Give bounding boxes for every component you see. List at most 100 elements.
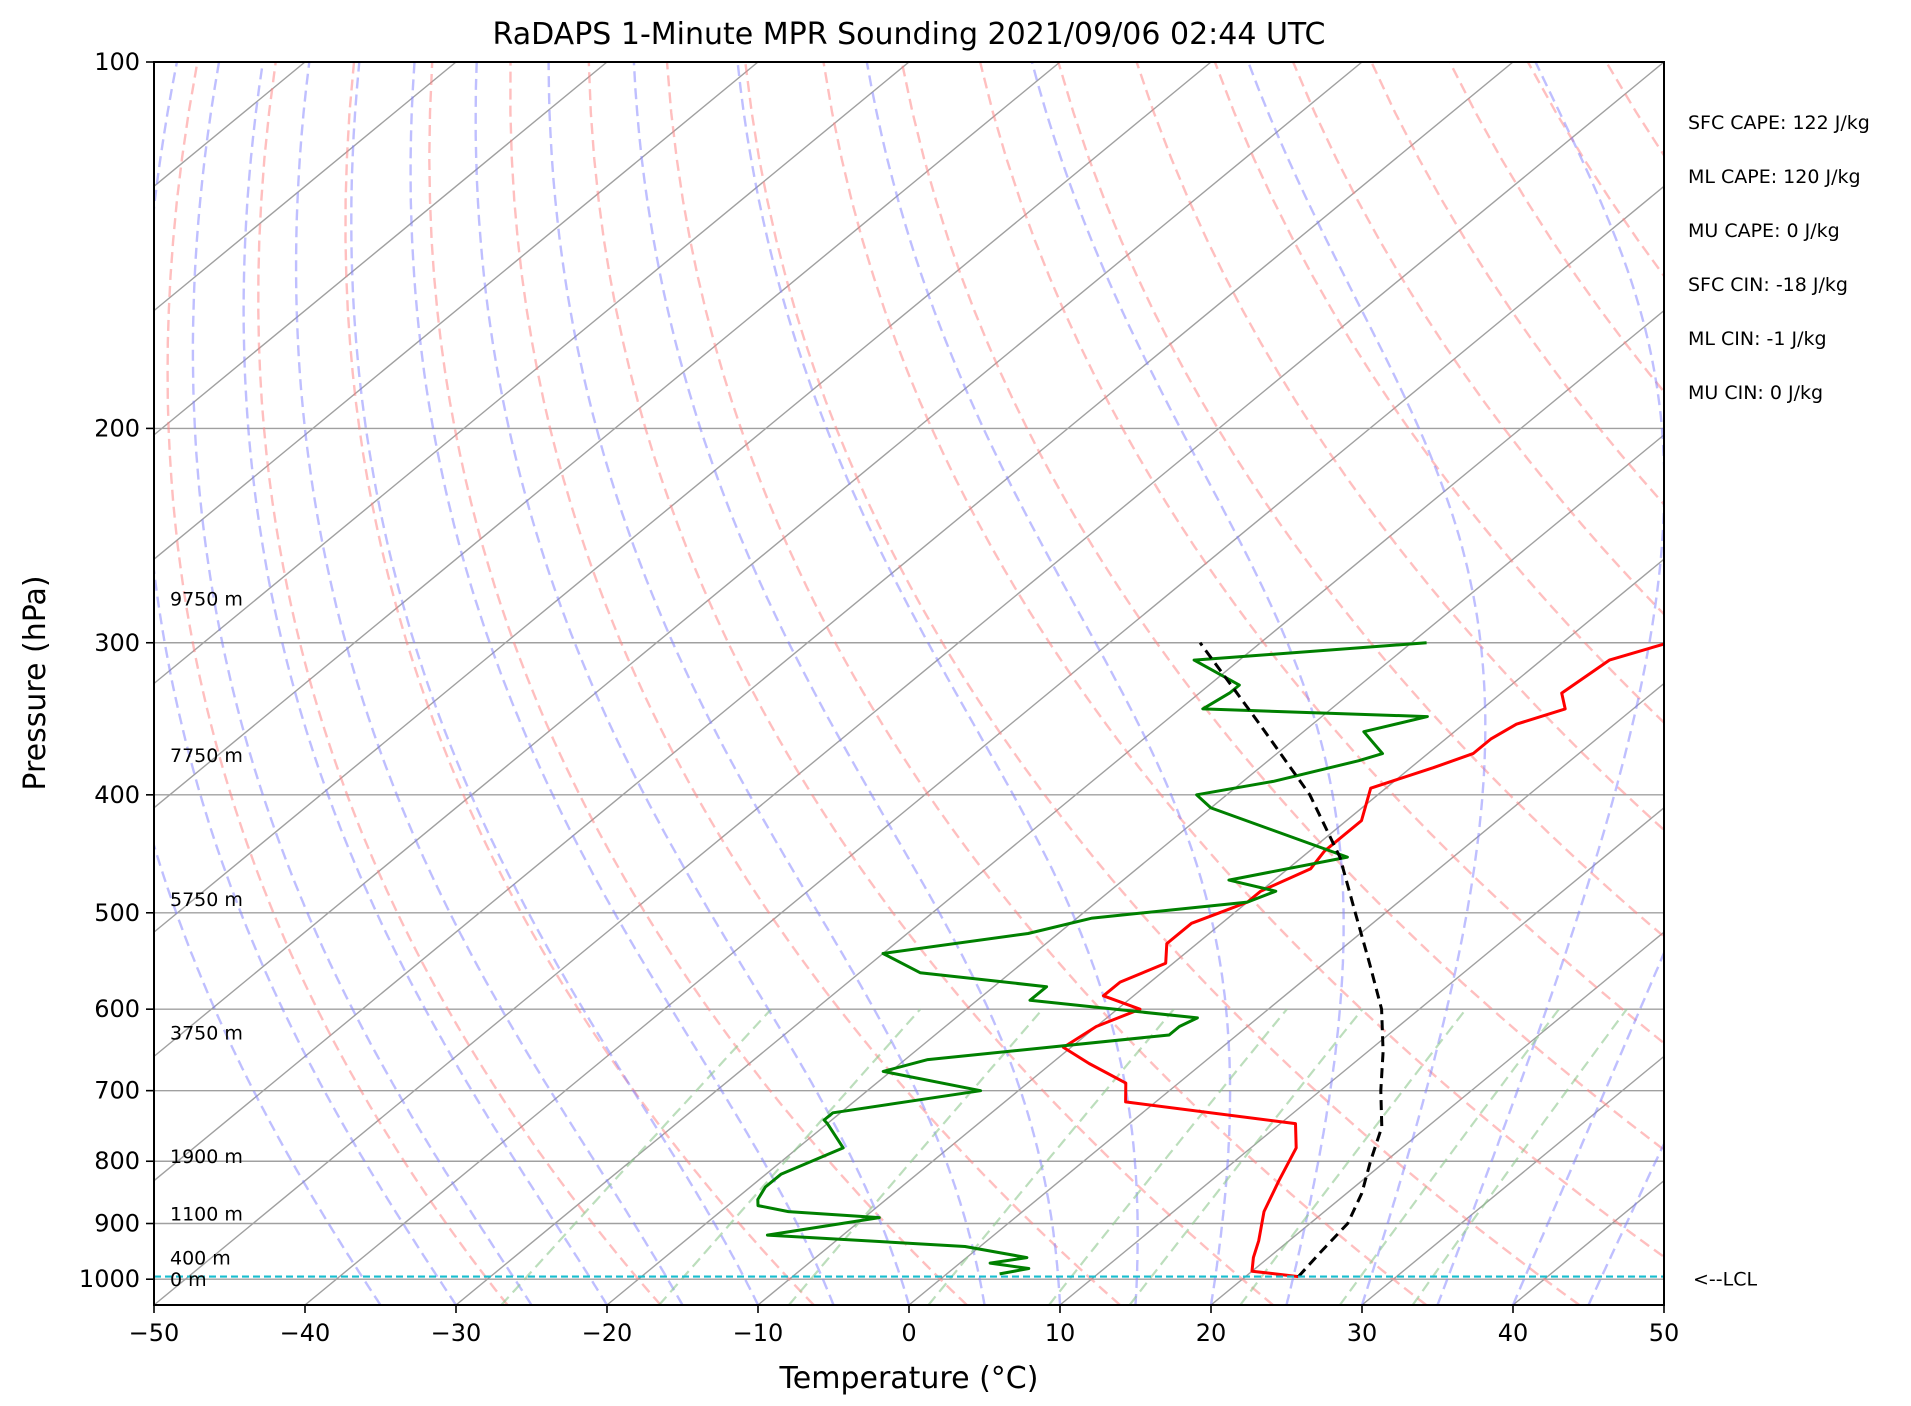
isotherm-line xyxy=(455,309,1664,1305)
moist-adiabat-line xyxy=(154,841,382,1305)
height-label: 1900 m xyxy=(170,1146,243,1168)
dry-adiabat-line xyxy=(978,62,1664,1045)
height-label: 3750 m xyxy=(170,1022,243,1044)
mixing-ratio-line xyxy=(1128,1008,1364,1305)
isotherm-line xyxy=(1512,1179,1664,1305)
isotherm-line xyxy=(606,433,1664,1305)
isotherm-line xyxy=(154,62,1664,1305)
y-tick-label: 900 xyxy=(94,1210,140,1238)
x-tick-label: −40 xyxy=(280,1319,331,1347)
dry-adiabat-line xyxy=(1526,62,1664,278)
x-tick-label: 40 xyxy=(1498,1319,1529,1347)
dewpoint-profile-line xyxy=(756,641,1429,1276)
dry-adiabat-line xyxy=(1057,62,1664,939)
dry-adiabat-line xyxy=(1685,62,1911,1305)
isotherm-line xyxy=(154,62,457,312)
x-tick-label: 20 xyxy=(1196,1319,1227,1347)
dry-adiabat-line xyxy=(1841,62,1911,1305)
stability-annotation: SFC CAPE: 122 J/kg xyxy=(1688,112,1870,134)
mixing-ratio-line xyxy=(500,1008,772,1305)
y-tick-label: 700 xyxy=(94,1077,140,1105)
x-tick-label: 30 xyxy=(1347,1319,1378,1347)
isotherm-line xyxy=(154,62,910,685)
isotherm-line xyxy=(1059,806,1664,1305)
mixing-ratio-line xyxy=(658,1008,922,1305)
x-tick-label: 10 xyxy=(1045,1319,1076,1347)
mixing-ratio-line xyxy=(1239,1008,1467,1305)
dry-adiabat-line xyxy=(1291,62,1664,616)
x-tick-label: 50 xyxy=(1649,1319,1680,1347)
moist-adiabat-line xyxy=(1662,1302,1664,1305)
y-tick-label: 500 xyxy=(94,899,140,927)
x-tick-label: −30 xyxy=(431,1319,482,1347)
dry-adiabat-line xyxy=(1763,62,1911,1305)
y-tick-label: 800 xyxy=(94,1147,140,1175)
moist-adiabat-line xyxy=(294,62,684,1305)
x-tick-label: −20 xyxy=(582,1319,633,1347)
moist-adiabat-line xyxy=(865,62,1232,1305)
isotherm-line xyxy=(154,62,1061,809)
moist-adiabat-line xyxy=(1247,62,1487,1305)
isotherm-line xyxy=(0,62,3,1305)
moist-adiabat-line xyxy=(632,62,1062,1305)
dry-adiabat-line xyxy=(509,62,1121,1305)
height-label: 9750 m xyxy=(170,589,243,611)
stability-annotation: ML CIN: -1 J/kg xyxy=(1688,328,1827,350)
y-tick-label: 400 xyxy=(94,781,140,809)
dry-adiabat-line xyxy=(744,62,1581,1305)
moist-adiabat-line xyxy=(1587,1141,1664,1305)
y-tick-label: 100 xyxy=(94,48,140,76)
mixing-ratio-line xyxy=(1048,1008,1288,1305)
y-tick-label: 300 xyxy=(94,629,140,657)
isotherm-line xyxy=(1210,931,1664,1305)
moist-adiabat-line xyxy=(242,62,609,1305)
dry-adiabat-line xyxy=(822,62,1664,1259)
x-tick-label: −50 xyxy=(129,1319,180,1347)
moist-adiabat-line xyxy=(1436,62,1664,1305)
chart-title: RaDAPS 1-Minute MPR Sounding 2021/09/06 … xyxy=(493,17,1326,52)
isotherm-line xyxy=(154,62,608,436)
moist-adiabat-line xyxy=(547,62,986,1305)
mixing-ratio-line xyxy=(788,1008,1044,1305)
y-tick-label: 600 xyxy=(94,995,140,1023)
dry-adiabat-line xyxy=(900,62,1664,1152)
moist-adiabat-line xyxy=(154,62,457,1305)
dry-adiabat-line xyxy=(1213,62,1664,725)
dry-adiabat-line xyxy=(257,62,662,1305)
stability-annotation: SFC CIN: -18 J/kg xyxy=(1688,274,1848,296)
isotherm-line xyxy=(1663,1304,1664,1305)
isotherm-line xyxy=(154,62,759,561)
mixing-ratio-line xyxy=(1339,1008,1560,1305)
y-tick-label: 1000 xyxy=(79,1265,140,1293)
isotherm-line xyxy=(304,185,1664,1305)
moist-adiabat-line xyxy=(1511,949,1664,1305)
isotherm-line xyxy=(154,62,1363,1058)
stability-annotation: MU CIN: 0 J/kg xyxy=(1688,382,1823,404)
x-axis-label: Temperature (°C) xyxy=(779,1361,1039,1396)
height-label: 7750 m xyxy=(170,745,243,767)
dry-adiabat-line xyxy=(344,62,815,1305)
height-label: 400 m xyxy=(170,1248,231,1270)
dry-adiabat-line xyxy=(1605,62,1664,158)
moist-adiabat-line xyxy=(736,62,1139,1305)
dry-adiabat-line xyxy=(1135,62,1664,832)
temperature-profile-line xyxy=(1061,642,1664,1279)
isotherm-line xyxy=(757,558,1664,1305)
dry-adiabat-line xyxy=(1448,62,1664,394)
mixing-ratio-line xyxy=(1411,1008,1628,1305)
y-axis-label: Pressure (hPa) xyxy=(18,575,53,790)
moist-adiabat-line xyxy=(409,62,835,1305)
x-tick-label: 0 xyxy=(901,1319,916,1347)
dry-adiabat-line xyxy=(428,62,968,1305)
y-tick-label: 200 xyxy=(94,414,140,442)
stability-annotation: MU CAPE: 0 J/kg xyxy=(1688,220,1840,242)
height-label: 1100 m xyxy=(170,1203,243,1225)
stability-annotation: ML CAPE: 120 J/kg xyxy=(1688,166,1861,188)
isotherm-line xyxy=(1361,1055,1664,1305)
lcl-label: <--LCL xyxy=(1693,1269,1757,1291)
height-label: 5750 m xyxy=(170,889,243,911)
height-label: 0 m xyxy=(170,1269,207,1291)
x-tick-label: −10 xyxy=(733,1319,784,1347)
isotherm-line xyxy=(154,62,1514,1182)
